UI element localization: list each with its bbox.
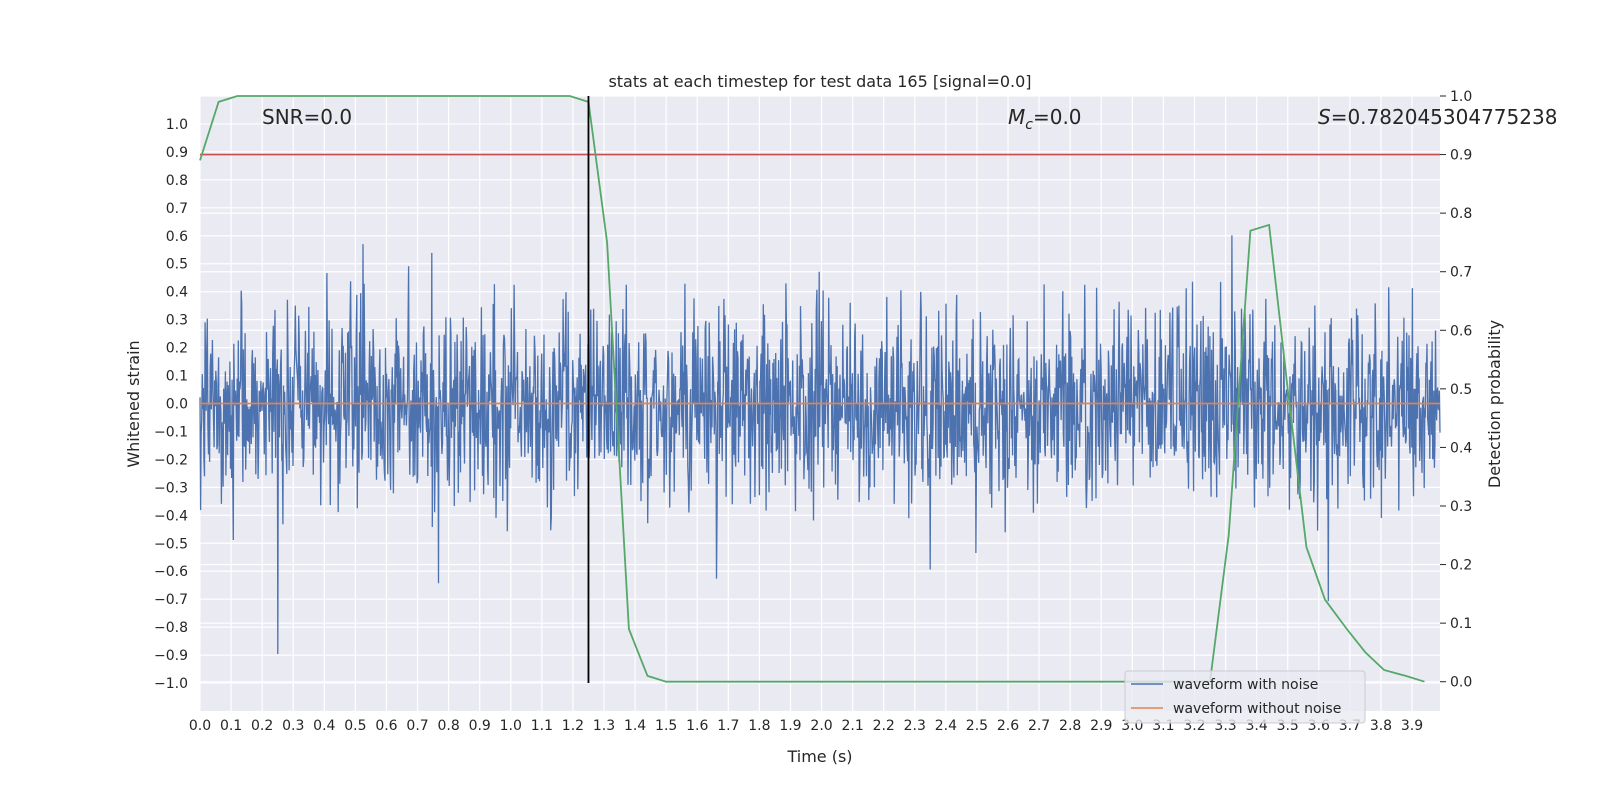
- y-tick-label: −0.8: [154, 620, 188, 636]
- y-tick-label: −0.9: [154, 648, 188, 664]
- y-tick-label: −0.4: [154, 508, 188, 524]
- x-tick-label: 1.7: [717, 718, 739, 734]
- y-right-axis-ticks: 1.0 0.9 0.8 0.7 0.6 0.5 0.4 0.3 0.2 0.1 0.0: [1440, 89, 1472, 691]
- x-tick-label: 2.5: [966, 718, 988, 734]
- legend-box: [1124, 670, 1366, 724]
- y-tick-label: 0.8: [166, 173, 188, 189]
- y-tick-label: 0.5: [166, 257, 188, 273]
- y-tick-label: 0.1: [166, 369, 188, 385]
- y-right-tick-label: 0.2: [1450, 558, 1472, 574]
- x-tick-label: 2.8: [1059, 718, 1081, 734]
- x-tick-label: 0.1: [220, 718, 242, 734]
- y-tick-label: 0.3: [166, 313, 188, 329]
- score-annotation: S=0.782045304775238: [1318, 105, 1557, 129]
- y-right-tick-label: 0.4: [1450, 440, 1472, 456]
- x-tick-label: 1.8: [748, 718, 770, 734]
- x-tick-label: 0.5: [344, 718, 366, 734]
- x-tick-label: 1.4: [624, 718, 646, 734]
- x-tick-label: 1.6: [686, 718, 708, 734]
- snr-annotation: SNR=0.0: [262, 105, 352, 129]
- overlay-series: [199, 95, 1440, 684]
- y-right-tick-label: 0.6: [1450, 323, 1472, 339]
- x-tick-label: 1.9: [779, 718, 801, 734]
- x-tick-label: 0.9: [469, 718, 491, 734]
- x-tick-label: 0.2: [251, 718, 273, 734]
- x-axis-label: Time (s): [786, 747, 852, 766]
- y-right-axis-label: Detection probability: [1485, 320, 1504, 488]
- y-right-tick-label: 0.3: [1450, 499, 1472, 515]
- x-tick-label: 2.1: [841, 718, 863, 734]
- y-tick-label: −0.7: [154, 592, 188, 608]
- y-tick-label: 0.0: [166, 397, 188, 413]
- y-tick-label: 1.0: [166, 117, 188, 133]
- y-right-tick-label: 0.5: [1450, 382, 1472, 398]
- y-tick-label: 0.6: [166, 229, 188, 245]
- y-tick-label: −0.2: [154, 452, 188, 468]
- y-axis-label: Whitened strain: [124, 340, 143, 467]
- y-axis-ticks: 1.0 0.9 0.8 0.7 0.6 0.5 0.4 0.3 0.2 0.1 0.0 −0.1 −0.…: [154, 117, 188, 692]
- x-tick-label: 1.5: [655, 718, 677, 734]
- x-tick-label: 3.8: [1370, 718, 1392, 734]
- x-tick-label: 2.2: [873, 718, 895, 734]
- x-tick-label: 2.9: [1090, 718, 1112, 734]
- x-tick-label: 2.7: [1028, 718, 1050, 734]
- legend: waveform with noise waveform without noi…: [1124, 670, 1366, 724]
- x-tick-label: 2.0: [810, 718, 832, 734]
- y-tick-label: 0.9: [166, 145, 188, 161]
- x-tick-label: 1.0: [500, 718, 522, 734]
- y-right-tick-label: 1.0: [1450, 89, 1472, 105]
- y-right-tick-label: 0.9: [1450, 148, 1472, 164]
- x-tick-label: 3.9: [1401, 718, 1423, 734]
- y-right-tick-label: 0.8: [1450, 206, 1472, 222]
- legend-noise-label: waveform with noise: [1173, 677, 1318, 693]
- y-tick-label: 0.4: [166, 285, 188, 301]
- y-right-tick-label: 0.0: [1450, 675, 1472, 691]
- chirp-mass-annotation: Mc=0.0: [1008, 105, 1082, 133]
- x-tick-label: 0.4: [313, 718, 335, 734]
- y-tick-label: −0.5: [154, 536, 188, 552]
- y-tick-label: −1.0: [154, 676, 188, 692]
- y-tick-label: −0.1: [154, 424, 188, 440]
- legend-clean-label: waveform without noise: [1173, 701, 1341, 717]
- x-tick-label: 1.3: [593, 718, 615, 734]
- y-right-tick-label: 0.1: [1450, 616, 1472, 632]
- x-tick-label: 1.2: [562, 718, 584, 734]
- x-tick-label: 0.3: [282, 718, 304, 734]
- x-tick-label: 2.4: [935, 718, 957, 734]
- x-tick-label: 2.3: [904, 718, 926, 734]
- x-tick-label: 2.6: [997, 718, 1019, 734]
- x-tick-label: 0.0: [189, 718, 211, 734]
- y-tick-label: 0.7: [166, 201, 188, 217]
- y-right-tick-label: 0.7: [1450, 265, 1472, 281]
- x-tick-label: 0.8: [437, 718, 459, 734]
- x-tick-label: 1.1: [531, 718, 553, 734]
- y-tick-label: −0.3: [154, 480, 188, 496]
- x-tick-label: 0.7: [406, 718, 428, 734]
- x-tick-label: 0.6: [375, 718, 397, 734]
- y-tick-label: −0.6: [154, 564, 188, 580]
- y-tick-label: 0.2: [166, 341, 188, 357]
- chart-title: stats at each timestep for test data 165…: [608, 72, 1031, 91]
